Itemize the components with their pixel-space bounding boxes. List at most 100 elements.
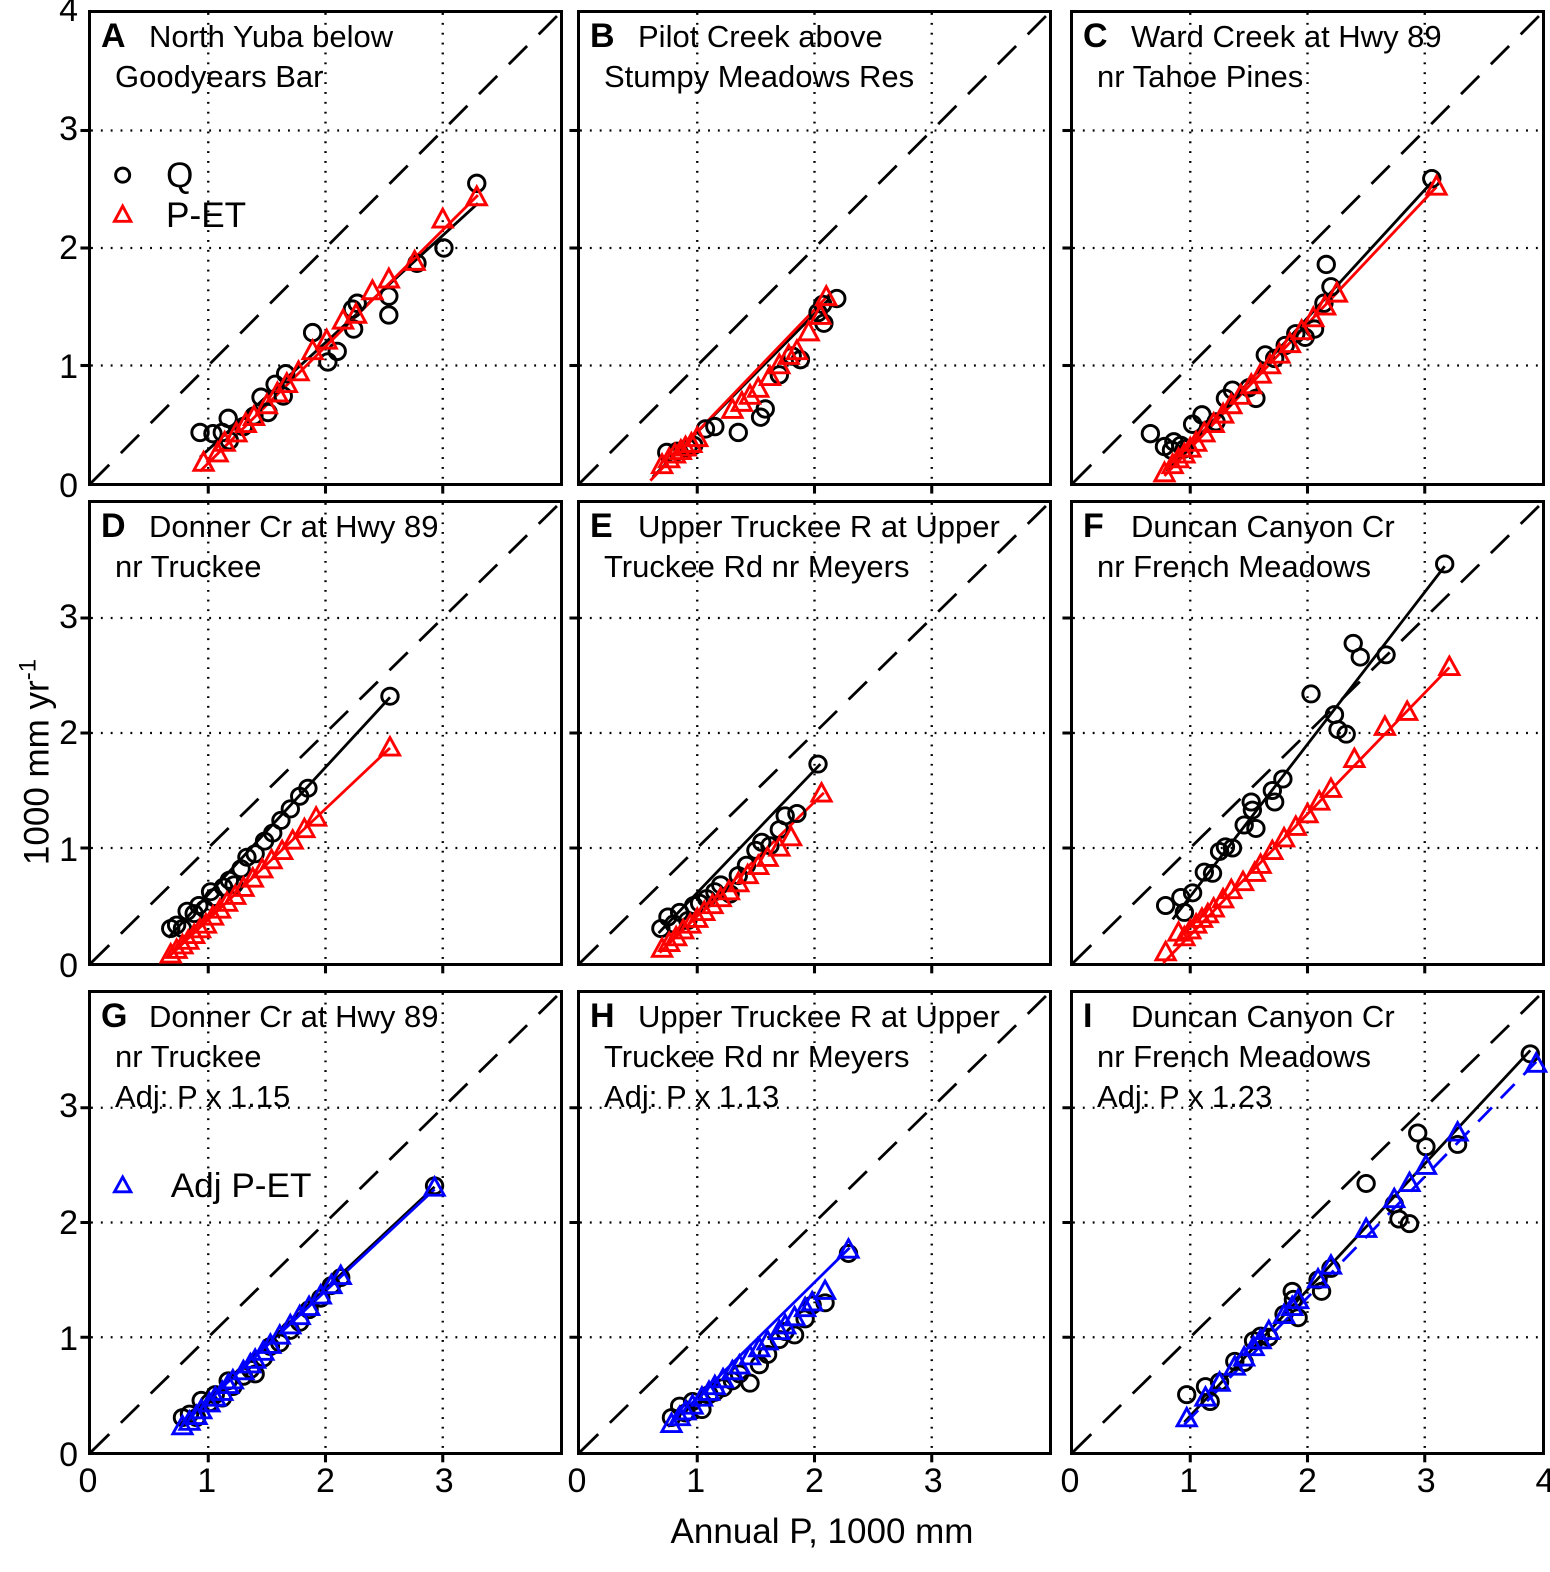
adj-p-et-point bbox=[659, 1411, 684, 1434]
q-point bbox=[1174, 902, 1195, 922]
adj-p-et-point bbox=[1305, 1266, 1331, 1289]
one-to-one-line bbox=[1072, 992, 1543, 1453]
q-point bbox=[1242, 800, 1263, 820]
adj-p-et-point bbox=[267, 1322, 292, 1345]
q-point bbox=[755, 399, 775, 419]
q-point bbox=[245, 844, 265, 864]
p-et-point bbox=[402, 248, 427, 271]
p-et-point bbox=[778, 824, 804, 847]
p-et-point bbox=[205, 439, 230, 463]
panel-title-text: Pilot Creek above bbox=[638, 19, 883, 54]
x-tick-label: 1 bbox=[686, 1462, 706, 1500]
adj-p-et-point bbox=[702, 1373, 727, 1396]
adj-p-et-point bbox=[210, 1378, 235, 1401]
panel-B: B Pilot Creek above Stumpy Meadows Res bbox=[569, 10, 1052, 494]
p-et-point bbox=[1172, 441, 1197, 464]
q-point bbox=[1399, 1214, 1420, 1234]
adj-p-et-point bbox=[1280, 1294, 1305, 1316]
p-et-point bbox=[755, 844, 780, 867]
panel-title-continuation: nr Truckee bbox=[115, 549, 262, 584]
adj-p-et-point bbox=[1413, 1152, 1438, 1175]
legend-triangle-icon bbox=[112, 1173, 134, 1194]
p-et-point bbox=[274, 370, 299, 394]
p-et-point bbox=[1283, 813, 1308, 836]
panel-letter: C bbox=[1083, 17, 1108, 55]
adj-p-et-point bbox=[238, 1351, 263, 1374]
adj-p-et-point bbox=[297, 1294, 322, 1316]
p-et-point bbox=[1248, 851, 1273, 874]
q-point bbox=[1182, 883, 1203, 903]
adj-p-et-point bbox=[231, 1358, 256, 1381]
panel-title-continuation: Truckee Rd nr Meyers bbox=[604, 549, 910, 584]
p-et-point bbox=[1166, 445, 1191, 469]
adj-p-et-point bbox=[1524, 1050, 1549, 1073]
adj-p-et-point bbox=[197, 1390, 222, 1413]
p-et-point bbox=[671, 917, 696, 940]
adj-p-et-point bbox=[216, 1372, 241, 1394]
x-tick-label: 0 bbox=[567, 1462, 587, 1500]
adj-p-et-point bbox=[812, 1278, 838, 1300]
p-et-point bbox=[700, 892, 725, 915]
panel-title-text: Upper Truckee R at Upper bbox=[638, 999, 1000, 1034]
x-tick-label: 3 bbox=[1416, 1462, 1436, 1500]
panel-title-continuation: Adj: P x 1.13 bbox=[604, 1079, 780, 1114]
p-et-point bbox=[720, 396, 745, 419]
p-et-point bbox=[377, 734, 403, 757]
adj-p-et-point bbox=[800, 1289, 825, 1312]
p-et-point bbox=[182, 922, 207, 944]
adj-p-et-point bbox=[696, 1378, 722, 1401]
panel-title-C: C Ward Creek at Hwy 89 nr Tahoe Pines bbox=[1083, 16, 1442, 97]
adj-p-et-point bbox=[1382, 1186, 1407, 1209]
p-et-point bbox=[1239, 371, 1264, 395]
panel-title-continuation: Adj: P x 1.15 bbox=[115, 1079, 291, 1114]
panel-title-text: Donner Cr at Hwy 89 bbox=[149, 999, 439, 1034]
q-point bbox=[347, 293, 367, 313]
p-et-point bbox=[809, 780, 834, 803]
p-et-point bbox=[685, 905, 710, 928]
panel-F: F Duncan Canyon Cr nr French Meadows bbox=[1062, 500, 1545, 974]
panel-title-D: D Donner Cr at Hwy 89 nr Truckee bbox=[101, 506, 438, 587]
q-point bbox=[1301, 684, 1321, 704]
p-et-point bbox=[1424, 173, 1449, 196]
panel-letter: A bbox=[101, 17, 126, 55]
p-et-point bbox=[1260, 838, 1285, 861]
p-et-point bbox=[1178, 917, 1203, 940]
panel-plot-I bbox=[1062, 992, 1549, 1463]
panel-E: E Upper Truckee R at Upper Truckee Rd nr M… bbox=[569, 500, 1052, 974]
fit-line-p-et bbox=[1162, 666, 1451, 964]
panel-title-line: F Duncan Canyon Cr bbox=[1083, 506, 1395, 547]
q-point bbox=[280, 799, 300, 819]
adj-p-et-point bbox=[170, 1413, 195, 1436]
panel-I: I Duncan Canyon Cr nr French Meadows Adj: P… bbox=[1062, 990, 1549, 1463]
one-to-one-line bbox=[90, 992, 561, 1453]
y-tick-label: 0 bbox=[59, 947, 78, 985]
q-point bbox=[1225, 1351, 1245, 1371]
adj-p-et-point bbox=[422, 1174, 447, 1197]
p-et-point bbox=[679, 430, 704, 453]
x-tick-label: 0 bbox=[1060, 1462, 1080, 1500]
adj-p-et-point bbox=[1207, 1369, 1232, 1392]
q-point bbox=[218, 408, 238, 429]
q-point bbox=[827, 288, 847, 309]
panel-title-E: E Upper Truckee R at Upper Truckee Rd nr M… bbox=[590, 506, 1000, 587]
q-point bbox=[1182, 414, 1203, 434]
p-et-point bbox=[1318, 775, 1344, 798]
p-et-point bbox=[187, 916, 213, 939]
q-point bbox=[190, 422, 210, 443]
q-point bbox=[1246, 818, 1266, 838]
adj-p-et-point bbox=[1232, 1344, 1257, 1367]
x-tick-label: 2 bbox=[316, 1462, 335, 1500]
q-point bbox=[1316, 254, 1336, 275]
q-point bbox=[728, 422, 748, 443]
panel-title-F: F Duncan Canyon Cr nr French Meadows bbox=[1083, 506, 1395, 587]
adj-p-et-point bbox=[755, 1328, 780, 1351]
q-point bbox=[808, 754, 828, 774]
q-point bbox=[775, 806, 795, 826]
q-point bbox=[705, 416, 725, 437]
adj-p-et-point bbox=[747, 1335, 772, 1358]
q-point bbox=[1222, 838, 1243, 858]
panel-title-continuation: nr Tahoe Pines bbox=[1097, 59, 1304, 94]
adj-p-et-point bbox=[177, 1408, 202, 1431]
panel-letter: B bbox=[590, 17, 615, 55]
panel-title-line: B Pilot Creek above bbox=[590, 16, 914, 57]
